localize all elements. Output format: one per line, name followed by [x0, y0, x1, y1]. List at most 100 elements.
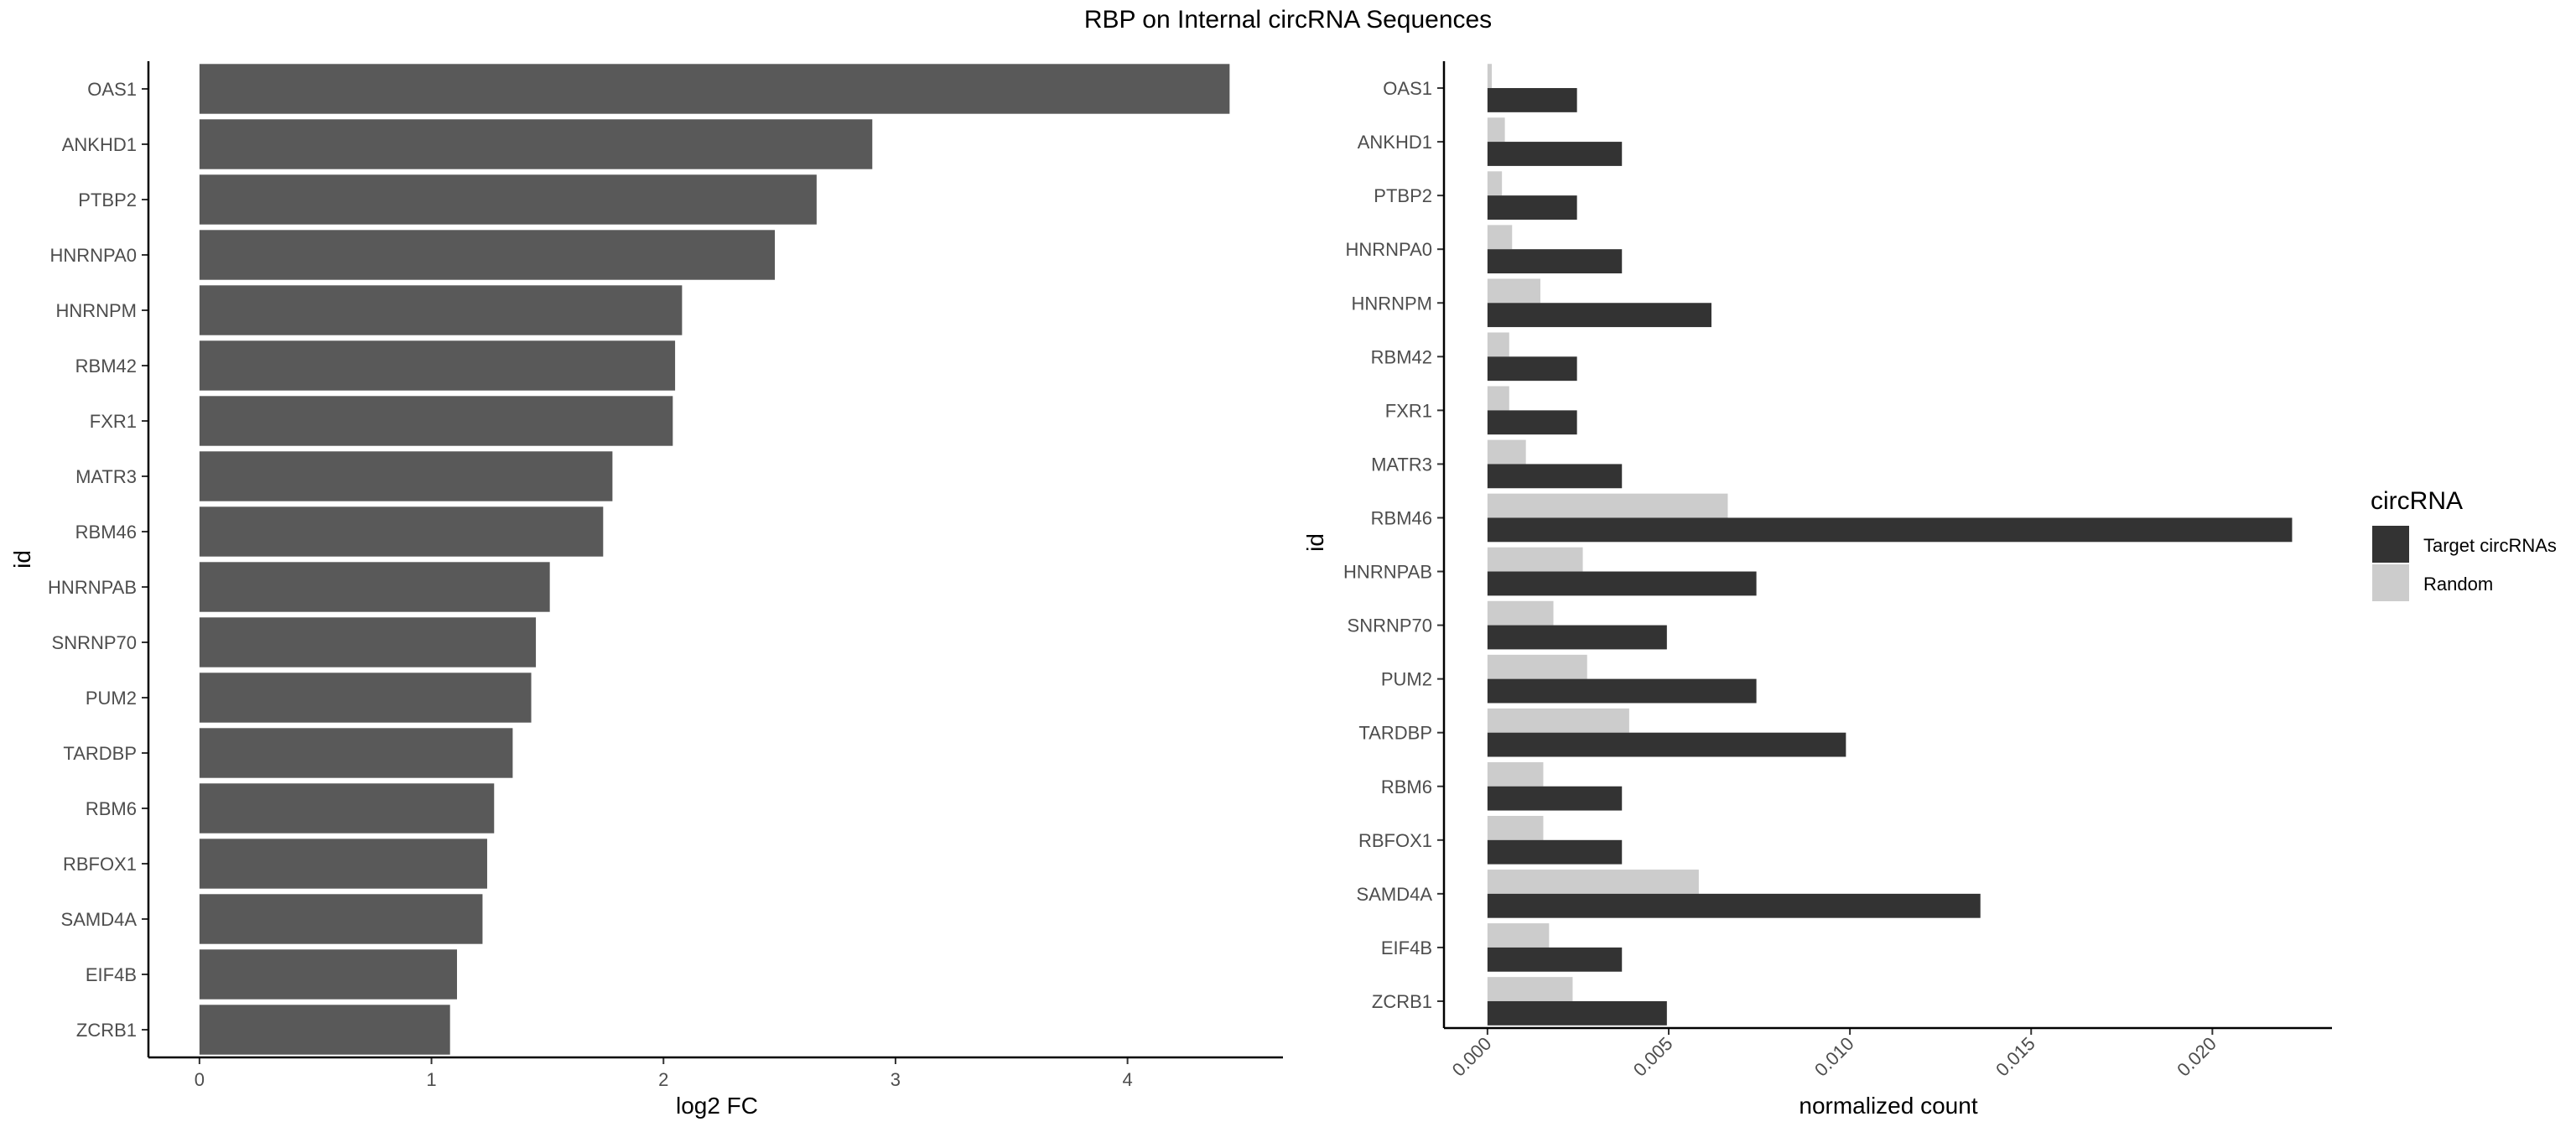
right-bar-target — [1487, 839, 1623, 865]
right-bar-random — [1487, 171, 1503, 196]
right-y-tick-label: MATR3 — [1371, 454, 1432, 475]
right-bar-random — [1487, 870, 1699, 894]
left-bar — [199, 949, 457, 1000]
right-bar-random — [1487, 493, 1728, 518]
left-y-tick-label: RBM46 — [75, 522, 137, 543]
right-bar-random — [1487, 64, 1493, 89]
left-panel: id log2 FC OAS1 ANKHD1 PTBP2 HNRNPA0 HNRNPM R… — [9, 61, 1283, 1119]
left-bar — [199, 396, 673, 446]
right-panel: id normalized count OAS1 ANKHD1 PTBP2 HNRNP… — [1302, 61, 2332, 1119]
left-bar — [199, 617, 537, 667]
left-y-tick-label: ANKHD1 — [62, 134, 137, 155]
left-x-tick-label: 0 — [195, 1069, 205, 1090]
left-y-tick-label: EIF4B — [86, 964, 137, 985]
left-bars — [199, 64, 1230, 1055]
right-bar-target — [1487, 356, 1577, 382]
right-bar-target — [1487, 947, 1623, 972]
right-y-tick-label: HNRNPA0 — [1345, 239, 1432, 260]
right-y-tick-label: HNRNPAB — [1343, 562, 1432, 583]
right-x-tick-label: 0.020 — [2173, 1033, 2220, 1081]
right-x-ticks: 0.000 0.005 0.010 0.015 0.020 — [1448, 1028, 2220, 1080]
right-bar-random — [1487, 977, 1573, 1001]
right-bar-random — [1487, 117, 1505, 143]
right-y-ticks: OAS1 ANKHD1 PTBP2 HNRNPA0 HNRNPM RBM42 FXR1 MAT… — [1343, 78, 1444, 1012]
right-bar-random — [1487, 278, 1540, 304]
left-y-tick-label: TARDBP — [63, 743, 137, 764]
left-bar — [199, 451, 613, 501]
left-bar — [199, 894, 483, 944]
right-bar-target — [1487, 142, 1623, 166]
left-y-tick-label: ZCRB1 — [76, 1020, 137, 1041]
right-bar-target — [1487, 195, 1577, 220]
left-y-tick-label: RBFOX1 — [63, 854, 137, 875]
left-y-tick-label: FXR1 — [90, 411, 137, 432]
right-x-tick-label: 0.015 — [1992, 1033, 2039, 1081]
right-bar-target — [1487, 678, 1757, 704]
right-bar-target — [1487, 464, 1623, 489]
right-y-tick-label: HNRNPM — [1351, 293, 1432, 314]
legend: circRNA Target circRNAs Random — [2371, 487, 2557, 601]
left-x-axis-label: log2 FC — [676, 1093, 758, 1119]
right-bar-random — [1487, 439, 1526, 465]
left-y-tick-label: PTBP2 — [78, 190, 137, 210]
right-y-tick-label: FXR1 — [1385, 400, 1432, 421]
left-bar — [199, 673, 532, 723]
right-bar-target — [1487, 571, 1757, 596]
left-y-tick-label: OAS1 — [87, 79, 137, 100]
left-y-tick-label: PUM2 — [86, 688, 137, 709]
right-y-tick-label: PUM2 — [1381, 669, 1432, 690]
left-x-tick-label: 4 — [1122, 1069, 1132, 1090]
right-bar-random — [1487, 547, 1583, 572]
left-bar — [199, 340, 676, 391]
right-y-tick-label: PTBP2 — [1374, 185, 1432, 206]
right-bar-target — [1487, 303, 1711, 328]
left-bar — [199, 783, 495, 834]
left-y-tick-label: MATR3 — [75, 466, 137, 487]
legend-title: circRNA — [2371, 487, 2463, 515]
right-bar-target — [1487, 88, 1577, 112]
left-bar — [199, 839, 487, 889]
right-y-axis-label: id — [1302, 533, 1328, 552]
legend-label-random: Random — [2423, 574, 2493, 595]
left-bar — [199, 174, 817, 225]
left-y-tick-label: SNRNP70 — [52, 632, 137, 653]
left-x-tick-label: 1 — [426, 1069, 436, 1090]
left-y-tick-label: HNRNPAB — [48, 577, 137, 598]
right-y-tick-label: RBM42 — [1371, 346, 1432, 367]
right-bar-random — [1487, 708, 1629, 733]
left-bar — [199, 64, 1230, 114]
right-y-tick-label: RBM46 — [1371, 507, 1432, 528]
right-bar-random — [1487, 923, 1550, 948]
right-y-tick-label: SAMD4A — [1357, 884, 1433, 905]
right-y-tick-label: ANKHD1 — [1358, 132, 1432, 153]
right-bar-random — [1487, 815, 1544, 840]
left-y-tick-label: SAMD4A — [61, 909, 138, 930]
right-bar-random — [1487, 600, 1554, 626]
right-bar-target — [1487, 625, 1667, 650]
right-y-tick-label: OAS1 — [1383, 78, 1432, 99]
right-bar-random — [1487, 654, 1587, 679]
right-x-tick-label: 0.005 — [1629, 1033, 1677, 1081]
right-bar-target — [1487, 786, 1623, 811]
right-bar-target — [1487, 893, 1981, 918]
right-bar-target — [1487, 410, 1577, 435]
left-y-tick-label: HNRNPM — [55, 300, 137, 321]
left-x-ticks: 0 1 2 3 4 — [195, 1057, 1133, 1090]
left-y-tick-label: RBM42 — [75, 356, 137, 377]
legend-label-target: Target circRNAs — [2423, 535, 2557, 556]
left-bar — [199, 119, 873, 169]
right-y-tick-label: SNRNP70 — [1348, 615, 1432, 636]
right-bar-random — [1487, 225, 1513, 250]
left-bar — [199, 728, 513, 778]
legend-swatch-random — [2372, 564, 2409, 601]
right-bar-target — [1487, 1000, 1667, 1026]
left-y-tick-label: HNRNPA0 — [49, 245, 137, 266]
right-y-tick-label: ZCRB1 — [1372, 991, 1432, 1012]
left-y-ticks: OAS1 ANKHD1 PTBP2 HNRNPA0 HNRNPM RBM42 FXR1 MAT… — [48, 79, 148, 1041]
right-y-tick-label: RBFOX1 — [1358, 830, 1432, 851]
right-x-tick-label: 0.000 — [1448, 1033, 1496, 1081]
right-bar-target — [1487, 517, 2293, 543]
left-y-axis-label: id — [9, 550, 35, 569]
left-y-tick-label: RBM6 — [86, 798, 137, 819]
